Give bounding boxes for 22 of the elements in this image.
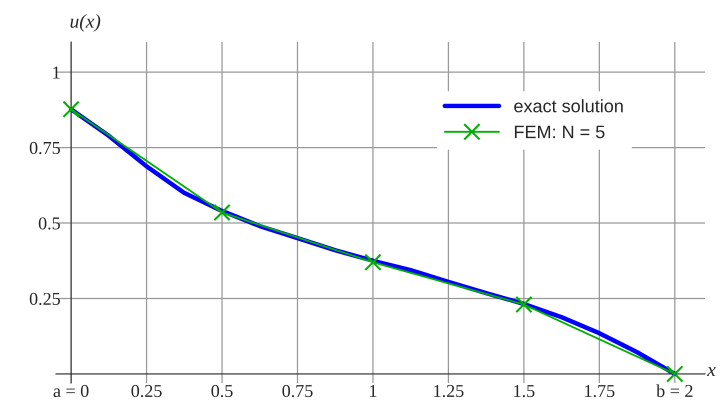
x-axis-title: x xyxy=(706,367,716,376)
point xyxy=(62,100,80,118)
legend-label: FEM: N = 5 xyxy=(514,126,604,138)
x-tick-label: a = 0 xyxy=(54,384,89,398)
point xyxy=(515,296,533,314)
y-axis-title: u(x) xyxy=(70,14,100,32)
x-tick-label: b = 2 xyxy=(656,384,692,398)
x-tick-label: 1.75 xyxy=(585,384,614,398)
x-tick-label: 0.75 xyxy=(282,384,313,398)
x-tick-label: 1 xyxy=(370,384,376,397)
y-tick-label: 0.5 xyxy=(38,217,60,230)
y-tick-label: 1 xyxy=(53,66,60,78)
y-tick-label: 0.25 xyxy=(30,292,60,306)
point xyxy=(364,254,382,271)
legend-label: exact solution xyxy=(514,99,623,112)
point xyxy=(213,204,231,222)
point xyxy=(666,365,684,383)
x-tick-label: 0.25 xyxy=(131,384,162,398)
y-tick-label: 0.75 xyxy=(30,142,60,154)
x-tick-label: 1.25 xyxy=(434,384,464,398)
x-tick-label: 1.5 xyxy=(514,384,534,398)
x-tick-label: 0.5 xyxy=(211,384,233,398)
